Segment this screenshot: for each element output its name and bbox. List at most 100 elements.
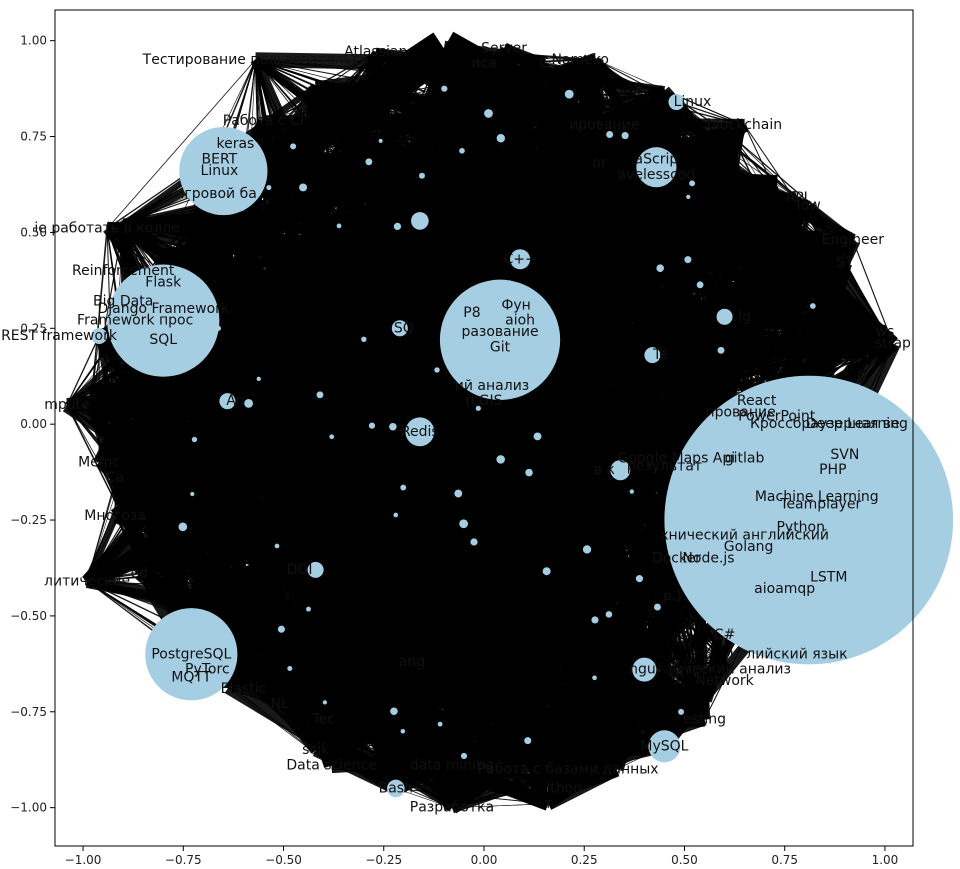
minor-node [454,489,463,498]
edge [156,596,372,638]
edge [570,173,590,658]
edge [340,245,691,607]
edge [523,616,552,723]
node [632,657,657,682]
edge [349,688,589,768]
node [716,308,733,325]
edge [90,228,108,406]
minor-node [389,422,397,431]
edge [394,514,675,739]
node-label: aioh [505,313,535,329]
edge [139,460,551,617]
minor-node [653,603,661,611]
edge [273,112,416,298]
y-axis-ticks: −1.00 −0.75 −0.50 −0.25 0.00 0.25 0.50 0.75 1.00 [10,34,55,815]
edge [394,737,589,768]
node-label: Memc [78,455,120,471]
edge [324,493,674,516]
minor-node [678,708,685,715]
minor-node [266,185,272,191]
minor-node [329,434,335,440]
minor-node [368,422,376,429]
y-tick-label: −0.75 [10,705,47,719]
x-axis-ticks: −1.00 −0.75 −0.50 −0.25 0.00 0.25 0.50 0.75 1.00 [65,846,898,867]
edge [141,499,343,609]
edge [242,618,295,661]
node-label: ог [592,155,608,171]
edge [451,669,645,766]
edge [66,404,100,463]
node-label: ithon [546,780,582,796]
y-tick-label: 0.25 [20,321,47,335]
edge [348,112,416,158]
edge [391,733,566,793]
x-tick-label: 0.00 [471,853,498,867]
edge [66,335,100,406]
node [91,327,108,344]
y-tick-label: 0.75 [20,130,47,144]
edge [227,687,332,766]
node-label: иса [471,56,496,72]
node [411,212,429,230]
minor-node [656,264,664,272]
node [648,730,681,763]
edge [187,554,200,605]
edge [523,514,675,724]
minor-node [336,223,342,229]
edge [396,615,551,635]
minor-node [418,172,425,179]
node-label: Framework прос [77,313,193,329]
node-label: API [786,190,808,206]
node-label: React [737,393,777,409]
node-label: ngui [629,662,660,678]
node-label: Google Maps Api [618,451,735,467]
node-label: keras [216,136,254,152]
node-label: Linux [674,94,712,110]
minor-node [256,376,261,382]
minor-node [564,89,574,99]
y-tick-label: −0.25 [10,513,47,527]
minor-node [274,543,280,549]
minor-node [496,134,506,143]
minor-node [434,367,440,373]
node-label: в к [594,462,615,478]
minor-node [605,611,613,618]
minor-node [582,545,592,554]
x-tick-label: 0.75 [771,853,798,867]
minor-node [496,455,505,464]
node-label: aioamqp [754,581,815,597]
edge [852,239,894,344]
node-label: Machine Learning [755,489,879,505]
edge [469,447,525,723]
minor-node [299,183,308,192]
node-label: Работа с базами данных [478,761,659,777]
node-label: Node.js [682,550,734,566]
minor-node [316,391,324,399]
node-label: rcGIS [465,393,502,409]
y-tick-label: −1.00 [10,801,47,815]
edge [106,59,256,229]
edge [689,245,788,399]
node-label: P8 [463,305,480,321]
node [386,779,405,798]
edge [484,214,603,355]
edge [279,564,301,709]
node-label: REST framework [1,328,118,344]
edge [217,384,530,728]
minor-node [686,194,691,200]
node-label: Кроссбраузерная ве [750,416,900,432]
node-label: blockchain [707,117,782,133]
minor-node [484,109,493,118]
node [510,249,531,270]
minor-node [190,491,195,497]
node-label: Python [776,520,825,536]
edge [86,580,157,599]
node-label: LSTM [810,570,847,586]
node-label: литические [44,573,130,589]
edge [293,564,300,661]
node-label: ирование [569,117,639,133]
minor-node [591,616,599,624]
node-label: scik [302,742,330,758]
edge [225,178,567,344]
minor-node [542,567,551,576]
